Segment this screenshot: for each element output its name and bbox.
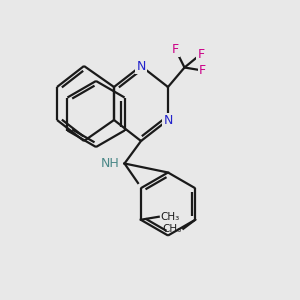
Text: F: F: [199, 64, 206, 77]
Text: F: F: [172, 43, 179, 56]
Text: CH₃: CH₃: [163, 224, 182, 234]
Text: N: N: [163, 113, 173, 127]
Text: N: N: [136, 59, 146, 73]
Text: NH: NH: [101, 157, 120, 170]
Text: F: F: [197, 47, 205, 61]
Text: CH₃: CH₃: [160, 212, 179, 222]
